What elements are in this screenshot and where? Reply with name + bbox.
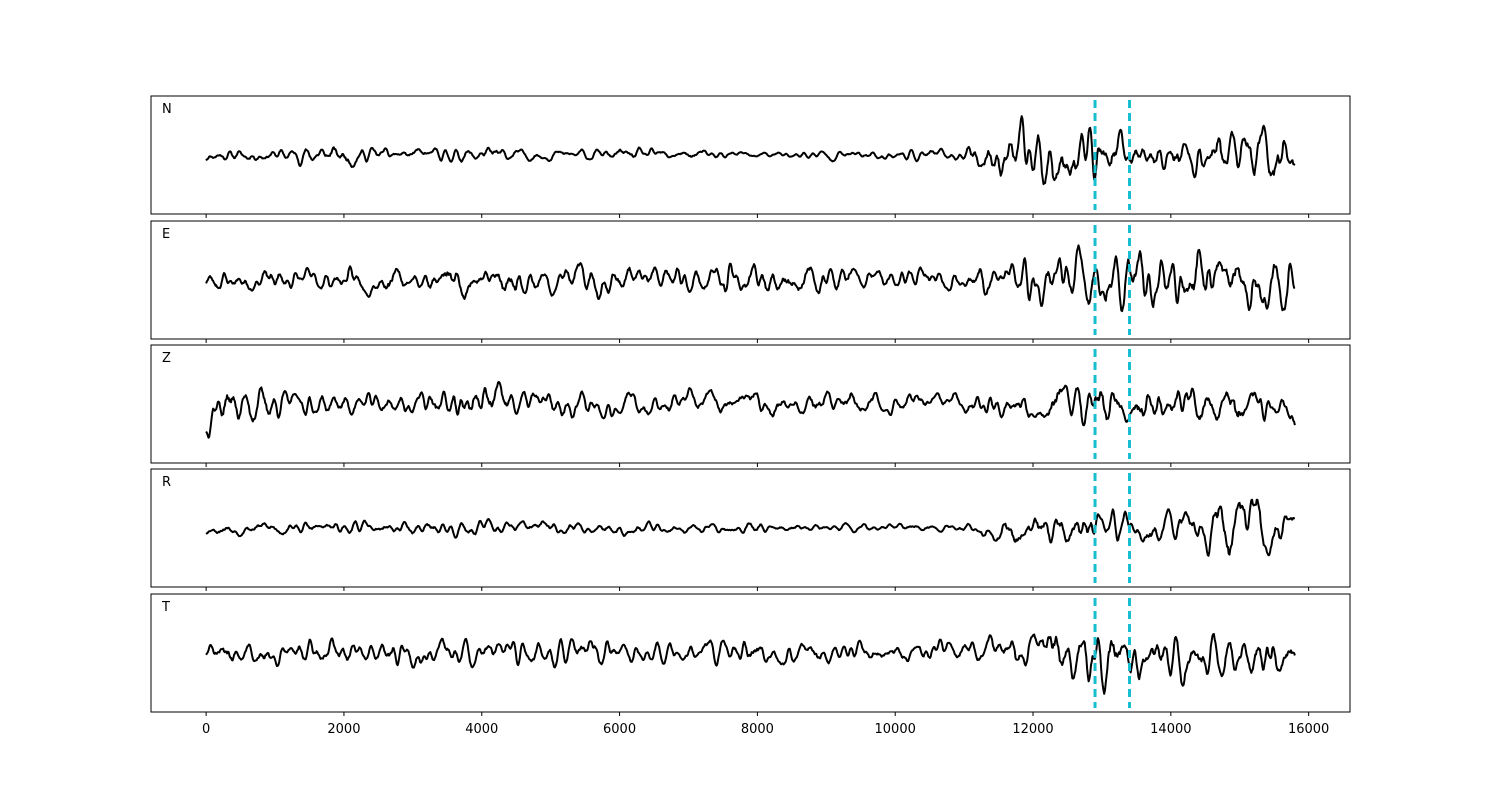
waveform-trace-z <box>205 380 1296 439</box>
x-tick-label: 16000 <box>1288 722 1329 737</box>
x-tick-label: 8000 <box>741 722 774 737</box>
waveform-trace-n <box>205 115 1296 186</box>
x-tick-label: 4000 <box>465 722 498 737</box>
panel-frame <box>150 344 1351 464</box>
panel-label-e: E <box>162 227 170 242</box>
panel-frame <box>150 220 1351 340</box>
panel-frame <box>150 593 1351 713</box>
panel-group: N E Z R T <box>150 95 1351 716</box>
waveform-trace-e <box>205 244 1296 313</box>
x-tick-label: 10000 <box>875 722 916 737</box>
x-tick-label: 14000 <box>1150 722 1191 737</box>
panel-n: N <box>150 95 1351 218</box>
waveform-trace-t <box>205 633 1296 695</box>
panel-label-r: R <box>162 475 171 490</box>
panel-frame <box>150 468 1351 588</box>
panel-frame <box>150 95 1351 215</box>
panel-z: Z <box>150 344 1351 467</box>
panel-t: T <box>150 593 1351 716</box>
panel-label-z: Z <box>162 351 171 366</box>
x-tick-label: 6000 <box>603 722 636 737</box>
panel-e: E <box>150 220 1351 343</box>
x-tick-label: 12000 <box>1012 722 1053 737</box>
x-tick-label: 0 <box>202 722 210 737</box>
panel-label-t: T <box>161 600 170 615</box>
x-axis: 0 2000 4000 6000 8000 10000 12000 14000 16000 <box>202 722 1329 737</box>
waveform-trace-r <box>205 498 1296 557</box>
x-tick-label: 2000 <box>327 722 360 737</box>
panel-label-n: N <box>162 102 172 117</box>
panel-r: R <box>150 468 1351 591</box>
